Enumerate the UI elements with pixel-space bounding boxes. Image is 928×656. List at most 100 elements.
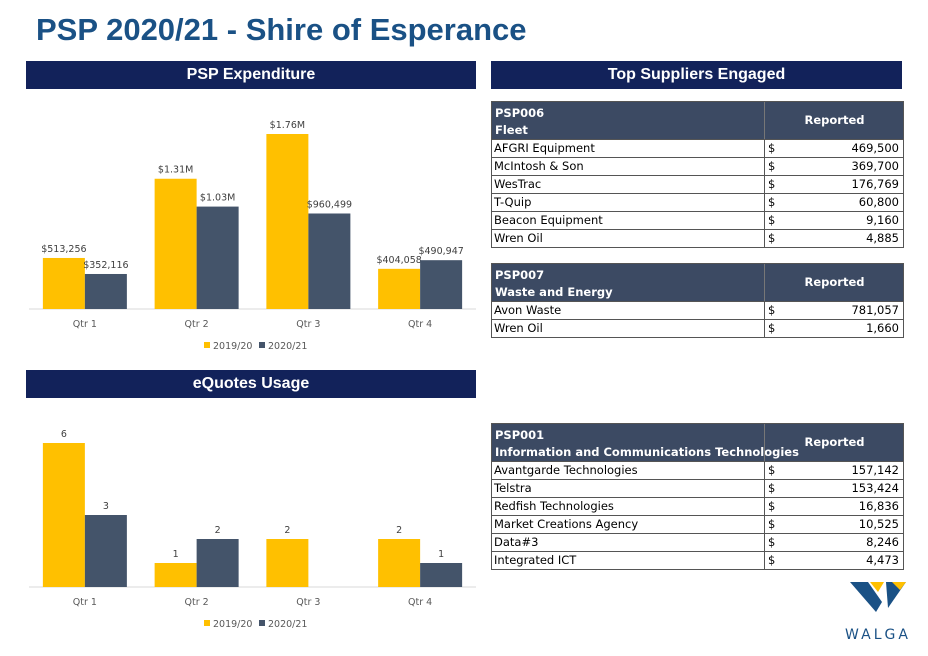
x-tick-label: Qtr 3 — [296, 597, 320, 608]
supplier-name: Integrated ICT — [494, 553, 577, 567]
expenditure-amount: 16,836 — [858, 499, 899, 513]
supplier-name: Wren Oil — [494, 321, 543, 335]
top-suppliers-banner: Top Suppliers Engaged — [491, 61, 902, 89]
data-label: $1.03M — [200, 193, 235, 204]
legend-swatch — [259, 620, 265, 626]
bar-2019-20-qtr-3 — [266, 134, 309, 309]
currency-symbol: $ — [768, 213, 776, 227]
bar-2019-20-qtr-3 — [266, 539, 309, 587]
table-row: Market Creations Agency $10,525 — [492, 515, 903, 533]
table-row: Integrated ICT $4,473 — [492, 551, 903, 569]
x-tick-label: Qtr 4 — [408, 597, 432, 608]
psp001-ict-table: PSP001 Information and Communications Tec… — [491, 423, 904, 570]
legend-label: 2020/21 — [268, 619, 307, 630]
expenditure-amount: 4,885 — [866, 231, 899, 245]
bar-2020-21-qtr-4 — [420, 563, 463, 587]
expenditure-amount: 157,142 — [851, 463, 899, 477]
expenditure-amount: 153,424 — [851, 481, 899, 495]
psp-expenditure-chart: $513,256 $352,116 Qtr 1 $1.31M $1.03M Qtr 2 $1… — [29, 120, 476, 352]
column-divider — [764, 552, 765, 569]
column-divider — [764, 230, 765, 247]
supplier-name: Market Creations Agency — [494, 517, 639, 531]
currency-symbol: $ — [768, 303, 776, 317]
expenditure-amount: 9,160 — [866, 213, 899, 227]
legend-label: 2020/21 — [268, 341, 307, 352]
reported-expenditure-header: Reported Expenditure — [764, 424, 904, 486]
reported-expenditure-header: Reported Expenditure — [764, 102, 904, 164]
expenditure-amount: 10,525 — [858, 517, 899, 531]
legend-swatch — [259, 342, 265, 348]
column-divider — [764, 176, 765, 193]
category-code: PSP001 — [495, 428, 545, 442]
table-row: AFGRI Equipment $469,500 — [492, 139, 903, 157]
expenditure-amount: 60,800 — [858, 195, 899, 209]
walga-logo-icon: WALGA — [845, 582, 911, 643]
bar-2020-21-qtr-1 — [84, 515, 127, 587]
supplier-name: Redfish Technologies — [494, 499, 614, 513]
psp006-fleet-table: PSP006 Fleet Reported Expenditure AFGRI Equ… — [491, 101, 904, 248]
data-label: $1.31M — [158, 165, 193, 176]
bar-2019-20-qtr-1 — [42, 257, 85, 309]
column-divider — [764, 194, 765, 211]
currency-symbol: $ — [768, 231, 776, 245]
legend-swatch — [204, 342, 210, 348]
legend-swatch — [204, 620, 210, 626]
column-divider — [764, 534, 765, 551]
expenditure-amount: 1,660 — [866, 321, 899, 335]
bar-2019-20-qtr-1 — [42, 443, 85, 587]
column-divider — [764, 212, 765, 229]
supplier-name: AFGRI Equipment — [494, 141, 595, 155]
supplier-name: Telstra — [494, 481, 532, 495]
currency-symbol: $ — [768, 321, 776, 335]
category-name: Waste and Energy — [495, 285, 613, 299]
data-label: 2 — [215, 525, 221, 536]
currency-symbol: $ — [768, 481, 776, 495]
table-category: PSP007 Waste and Energy — [495, 267, 613, 301]
table-row: Redfish Technologies $16,836 — [492, 497, 903, 515]
data-label: $352,116 — [83, 260, 128, 271]
column-divider — [764, 498, 765, 515]
supplier-name: Avon Waste — [494, 303, 562, 317]
data-label: $1.76M — [270, 120, 305, 131]
supplier-name: T-Quip — [494, 195, 532, 209]
walga-logo-text: WALGA — [845, 627, 911, 642]
expenditure-amount: 176,769 — [851, 177, 899, 191]
table-row: Beacon Equipment $9,160 — [492, 211, 903, 229]
column-divider — [764, 462, 765, 479]
x-tick-label: Qtr 2 — [185, 319, 209, 330]
expenditure-amount: 4,473 — [866, 553, 899, 567]
currency-symbol: $ — [768, 195, 776, 209]
column-divider — [764, 140, 765, 157]
supplier-name: Avantgarde Technologies — [494, 463, 638, 477]
table-row: Wren Oil $1,660 — [492, 319, 903, 337]
expenditure-amount: 369,700 — [851, 159, 899, 173]
bar-2020-21-qtr-2 — [196, 206, 239, 309]
currency-symbol: $ — [768, 553, 776, 567]
legend-label: 2019/20 — [213, 619, 252, 630]
data-label: $490,947 — [418, 246, 463, 257]
equotes-usage-banner: eQuotes Usage — [26, 370, 476, 398]
data-label: 2 — [396, 525, 402, 536]
table-row: McIntosh & Son $369,700 — [492, 157, 903, 175]
data-label: $960,499 — [307, 199, 352, 210]
x-tick-label: Qtr 1 — [73, 319, 97, 330]
data-label: $404,058 — [376, 255, 421, 266]
table-category: PSP006 Fleet — [495, 105, 544, 139]
currency-symbol: $ — [768, 177, 776, 191]
table-header: PSP006 Fleet Reported Expenditure — [492, 102, 904, 164]
currency-symbol: $ — [768, 159, 776, 173]
x-tick-label: Qtr 1 — [73, 597, 97, 608]
currency-symbol: $ — [768, 517, 776, 531]
table-row: Avantgarde Technologies $157,142 — [492, 461, 903, 479]
walga-logo: WALGA — [838, 578, 918, 643]
legend-label: 2019/20 — [213, 341, 252, 352]
table-row: Avon Waste $781,057 — [492, 301, 903, 319]
bar-2020-21-qtr-3 — [308, 213, 351, 309]
currency-symbol: $ — [768, 463, 776, 477]
reported-expenditure-header: Reported Expenditure — [764, 264, 904, 326]
category-name: Fleet — [495, 123, 528, 137]
column-divider — [764, 302, 765, 319]
bar-2019-20-qtr-2 — [154, 563, 197, 587]
column-divider — [764, 158, 765, 175]
currency-symbol: $ — [768, 535, 776, 549]
